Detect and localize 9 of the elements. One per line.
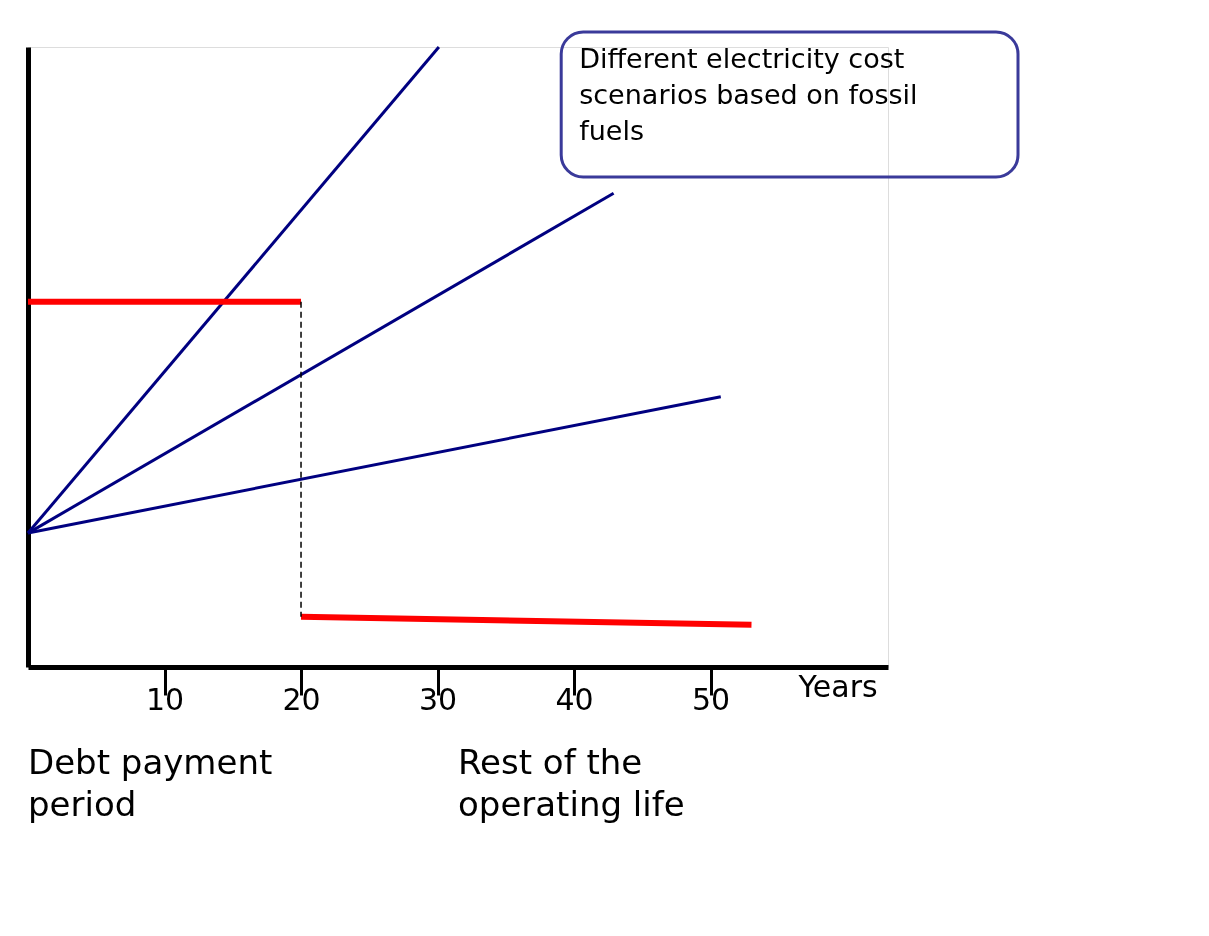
- x-tick-label: 10: [145, 681, 185, 717]
- x-tick-label: 20: [282, 681, 321, 717]
- x-tick-label: 50: [691, 681, 731, 717]
- x-axis-title: Years: [797, 668, 878, 704]
- annotation: Different electricity cost scenarios based on fossil fuels: [579, 43, 918, 146]
- x-tick-label: 30: [418, 681, 458, 717]
- text: Debt payment period: [28, 742, 273, 824]
- x-tick-label: 40: [555, 681, 594, 717]
- text: Rest of the operating life: [458, 742, 685, 824]
